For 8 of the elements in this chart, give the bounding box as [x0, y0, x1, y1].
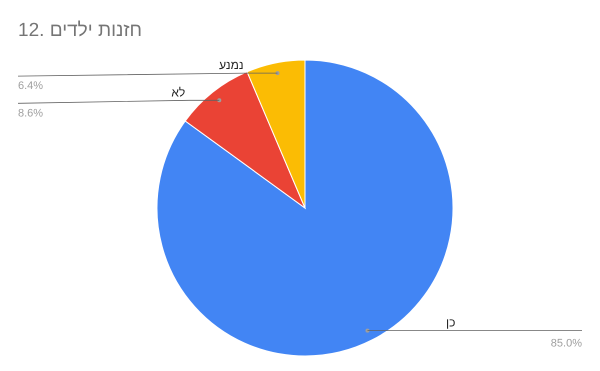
chart-title: 12. חזנות ילדים [18, 20, 142, 42]
data-label: 85.0% [550, 338, 582, 350]
data-label: 8.6% [18, 107, 44, 120]
slice-label: נמנע [219, 58, 244, 72]
pie-slice [156, 60, 454, 356]
slice-label: לא [171, 85, 186, 100]
slice-label: כן [446, 316, 456, 330]
data-label: 6.4% [18, 80, 44, 92]
